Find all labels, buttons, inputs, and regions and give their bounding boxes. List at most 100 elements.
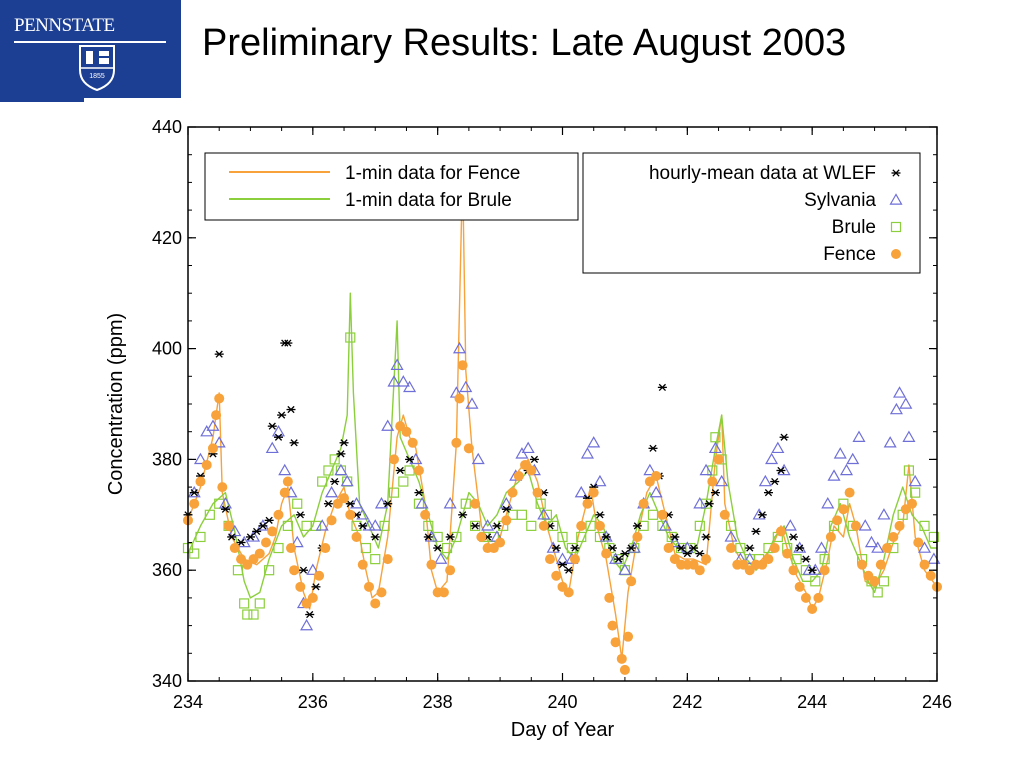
data-point-sylvania (643, 463, 657, 476)
legend-label-fence: Fence (823, 244, 876, 265)
data-point-hourly-mean-data-at-wlef (614, 555, 624, 563)
data-point-fence (351, 531, 362, 542)
data-point-hourly-mean-data-at-wlef (558, 561, 567, 569)
data-point-fence (370, 598, 381, 609)
data-point-hourly-mean-data-at-wlef (529, 455, 539, 464)
y-tick-label: 420 (152, 228, 182, 248)
data-point-fence (882, 543, 893, 554)
data-point-hourly-mean-data-at-wlef (501, 505, 511, 513)
data-point-hourly-mean-data-at-wlef (701, 533, 711, 541)
data-point-fence (582, 498, 593, 509)
data-point-sylvania (852, 430, 866, 442)
data-point-sylvania (858, 519, 872, 531)
data-point-sylvania (434, 552, 448, 564)
data-point-fence (470, 498, 481, 509)
slide-title: Preliminary Results: Late August 2003 (202, 22, 847, 64)
data-point-hourly-mean-data-at-wlef (676, 544, 686, 552)
data-point-fence (207, 443, 218, 454)
data-point-sylvania (771, 441, 785, 454)
data-point-fence (273, 509, 284, 520)
data-point-sylvania (521, 441, 535, 454)
data-point-fence (604, 592, 615, 603)
data-point-sylvania (587, 436, 601, 448)
data-point-hourly-mean-data-at-wlef (763, 489, 773, 497)
y-tick-label: 380 (152, 449, 182, 469)
data-point-hourly-mean-data-at-wlef (570, 544, 580, 552)
data-point-fence (919, 559, 930, 570)
data-point-hourly-mean-data-at-wlef (274, 433, 284, 441)
data-point-fence (532, 487, 543, 498)
data-point-fence (495, 537, 506, 548)
data-point-brule (239, 598, 250, 609)
data-point-hourly-mean-data-at-wlef (277, 411, 287, 419)
data-point-fence (314, 570, 325, 581)
data-point-fence (763, 554, 774, 565)
data-point-fence (526, 465, 537, 476)
svg-text:1855: 1855 (89, 73, 105, 80)
data-point-brule (576, 531, 587, 543)
data-point-sylvania (618, 563, 632, 575)
data-point-fence (364, 581, 375, 592)
data-point-sylvania (839, 463, 854, 476)
data-point-fence (307, 592, 318, 603)
legend-label-fence-line: 1-min data for Fence (345, 163, 520, 184)
data-point-fence (267, 526, 278, 537)
data-point-fence (454, 393, 465, 404)
data-point-fence (701, 554, 712, 565)
data-point-brule (254, 598, 265, 609)
shield-icon: 1855 (79, 45, 115, 92)
data-point-fence (413, 465, 424, 476)
data-point-hourly-mean-data-at-wlef (757, 511, 767, 519)
data-point-hourly-mean-data-at-wlef (258, 522, 268, 530)
data-point-brule (189, 548, 200, 559)
data-point-fence (601, 548, 612, 559)
data-point-hourly-mean-data-at-wlef (189, 489, 199, 497)
y-tick-label: 340 (152, 671, 182, 691)
data-point-fence (607, 620, 618, 631)
legend-marker-triangle (889, 193, 903, 205)
data-point-brule (910, 487, 921, 498)
logo-tab (0, 98, 84, 102)
data-point-sylvania (765, 452, 779, 465)
data-point-sylvania (325, 485, 339, 498)
data-point-hourly-mean-data-at-wlef (305, 610, 315, 619)
data-point-sylvania (724, 530, 738, 542)
data-point-sylvania (693, 497, 707, 509)
y-tick-label: 360 (152, 560, 182, 580)
data-point-hourly-mean-data-at-wlef (632, 522, 642, 530)
data-point-sylvania (459, 380, 473, 393)
data-point-hourly-mean-data-at-wlef (323, 500, 333, 508)
data-point-fence (894, 520, 905, 531)
data-point-sylvania (743, 552, 757, 564)
data-point-fence (794, 581, 805, 592)
data-point-sylvania (256, 519, 270, 531)
data-point-brule (292, 498, 303, 509)
data-point-sylvania (864, 535, 878, 548)
data-point-hourly-mean-data-at-wlef (336, 450, 346, 458)
data-point-fence (832, 515, 843, 526)
data-point-fence (376, 587, 387, 598)
x-axis-title: Day of Year (511, 719, 615, 741)
x-tick-label: 242 (672, 692, 702, 712)
data-point-sylvania (362, 519, 376, 531)
data-point-sylvania (465, 397, 479, 409)
data-point-sylvania (515, 447, 529, 459)
data-point-fence (925, 570, 936, 581)
data-point-fence (211, 410, 222, 421)
data-point-sylvania (315, 519, 329, 531)
data-point-brule (516, 509, 528, 520)
data-point-fence (229, 543, 240, 554)
data-point-sylvania (212, 436, 226, 448)
data-point-fence (619, 664, 630, 675)
data-point-hourly-mean-data-at-wlef (751, 527, 761, 536)
y-tick-label: 440 (152, 117, 182, 137)
data-point-fence (476, 531, 487, 542)
data-point-sylvania (452, 341, 467, 354)
data-point-sylvania (228, 524, 242, 537)
data-point-sylvania (206, 419, 220, 431)
data-point-brule (195, 531, 206, 543)
data-point-hourly-mean-data-at-wlef (807, 566, 817, 574)
data-point-sylvania (783, 519, 797, 531)
data-point-fence (888, 531, 899, 542)
data-point-fence (295, 581, 306, 592)
